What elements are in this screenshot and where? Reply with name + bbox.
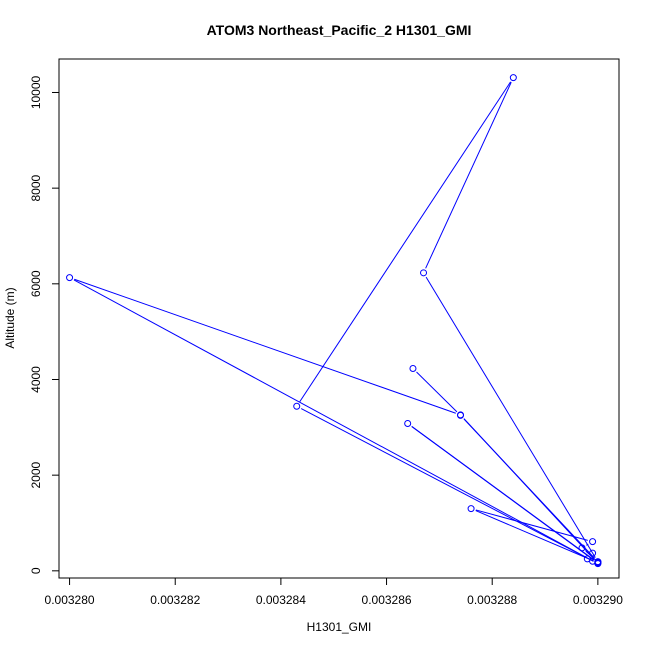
series-segment	[300, 408, 594, 562]
chart-title: ATOM3 Northeast_Pacific_2 H1301_GMI	[207, 22, 472, 38]
y-tick-label: 6000	[29, 270, 43, 297]
series-segment	[475, 509, 588, 541]
x-axis: 0.003280 0.003282 0.003284 0.003286 0.003288…	[45, 577, 623, 607]
data-point	[578, 544, 586, 552]
data-point	[293, 402, 301, 410]
data-point	[66, 274, 74, 282]
x-axis-label: H1301_GMI	[307, 620, 372, 634]
x-tick-label: 0.003282	[150, 593, 200, 607]
data-point	[457, 411, 465, 419]
series-points	[66, 74, 602, 568]
x-tick-label: 0.003288	[467, 593, 517, 607]
data-point	[509, 74, 517, 82]
data-point	[404, 419, 412, 427]
y-tick-label: 10000	[29, 75, 43, 109]
series-segment	[411, 426, 595, 561]
series-segment	[73, 279, 594, 562]
series-segment	[425, 276, 596, 558]
x-tick-label: 0.003286	[362, 593, 412, 607]
x-tick-label: 0.003284	[256, 593, 306, 607]
data-point	[589, 538, 597, 546]
data-point	[594, 558, 602, 566]
y-tick-label: 8000	[29, 174, 43, 201]
data-point	[589, 549, 597, 557]
series-segment	[74, 278, 456, 414]
y-tick-label: 4000	[29, 366, 43, 393]
series-segment	[425, 81, 512, 269]
series-line	[73, 81, 596, 562]
data-point	[594, 560, 602, 568]
plot-frame	[58, 58, 620, 579]
data-point	[409, 364, 417, 372]
y-tick-label: 2000	[29, 461, 43, 488]
y-tick-label: 0	[29, 567, 43, 574]
series-segment	[463, 418, 595, 559]
series-segment	[475, 510, 594, 562]
x-tick-label: 0.003290	[573, 593, 623, 607]
data-point	[420, 269, 428, 277]
x-tick-label: 0.003280	[45, 593, 95, 607]
series-segment	[299, 81, 512, 403]
y-axis: 0 2000 4000 6000 8000 10000	[29, 75, 60, 574]
y-axis-label: Altitude (m)	[3, 287, 17, 348]
data-point	[583, 555, 591, 563]
series-segment	[416, 371, 458, 413]
data-point	[467, 505, 475, 513]
